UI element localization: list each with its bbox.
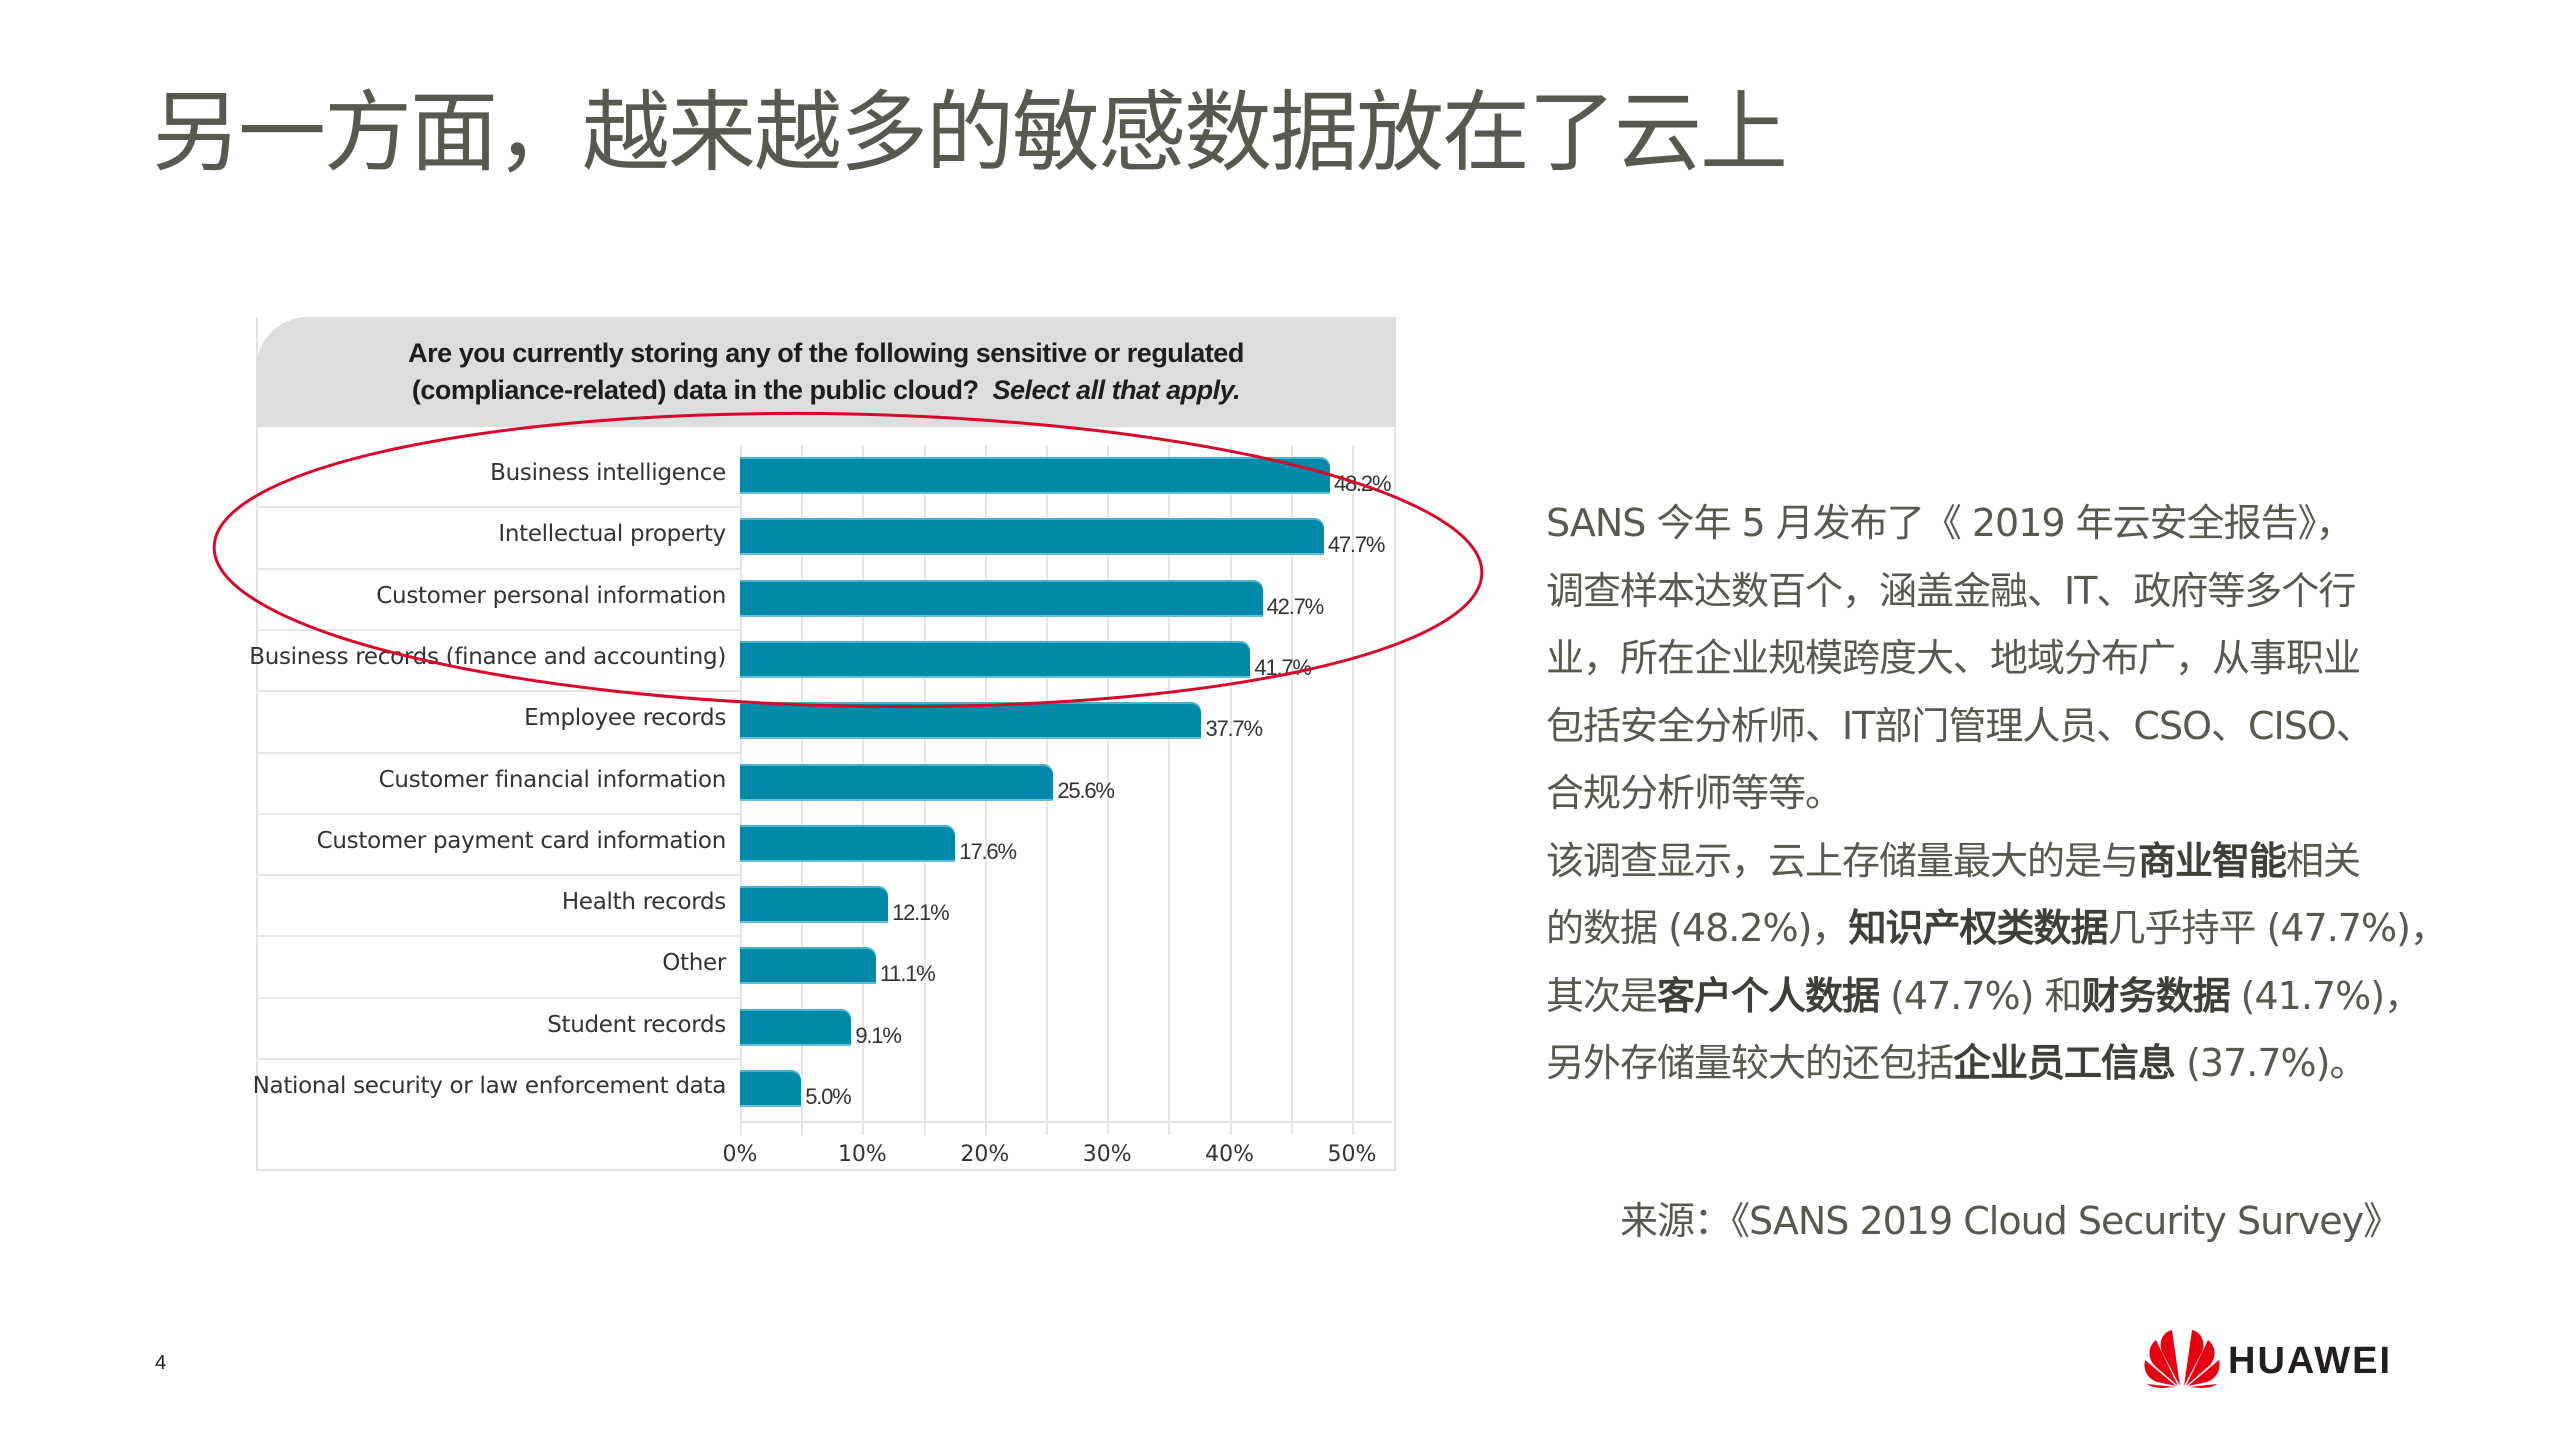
bar xyxy=(740,1008,852,1046)
row-separator xyxy=(258,628,740,631)
text-segment: (37.7%)。 xyxy=(2175,1041,2367,1085)
bar-value-label: 41.7% xyxy=(1254,654,1312,680)
text-segment: (41.7%)， xyxy=(2229,973,2422,1018)
description-line: 包括安全分析师、IT部门管理人员、CSO、CISO、 xyxy=(1546,693,2466,761)
row-separator xyxy=(258,935,740,938)
bar-label: Student records xyxy=(547,1011,726,1038)
highlighted-term: 企业员工信息 xyxy=(1953,1041,2176,1085)
chart-title-line-1: Are you currently storing any of the fol… xyxy=(408,338,1244,368)
bar xyxy=(740,886,889,924)
highlighted-term: 商业智能 xyxy=(2138,838,2287,883)
description-line: 调查样本达数百个，涵盖金融、IT、政府等多个行 xyxy=(1546,558,2466,626)
bar-value-label: 5.0% xyxy=(805,1084,852,1109)
description-text: SANS 今年 5 月发布了《 2019 年云安全报告》， 调查样本达数百个，涵盖… xyxy=(1546,490,2466,1098)
bar-label: Intellectual property xyxy=(498,521,726,548)
gridline xyxy=(1229,445,1232,1135)
source-citation: 来源：《SANS 2019 Cloud Security Survey》 xyxy=(1620,1199,2401,1243)
row-separator xyxy=(258,506,740,509)
row-separator xyxy=(258,567,740,570)
bar-value-label: 17.6% xyxy=(959,838,1017,864)
text-segment: (47.7%) 和 xyxy=(1879,973,2082,1018)
text-segment: 合规分析师等等。 xyxy=(1546,771,1843,815)
text-segment: 的数据 (48.2%)， xyxy=(1546,906,1849,950)
bar xyxy=(740,457,1330,494)
description-line: 业，所在企业规模跨度大、地域分布广，从事职业 xyxy=(1546,625,2466,693)
x-tick-label: 40% xyxy=(1205,1142,1255,1167)
bar xyxy=(740,763,1054,801)
chart-title-instruction: Select all that apply. xyxy=(992,375,1241,405)
gridline xyxy=(1352,445,1354,1135)
bar-label: Business intelligence xyxy=(490,460,726,486)
bar-label: Customer payment card information xyxy=(316,827,727,854)
row-separator xyxy=(258,874,740,877)
row-separator xyxy=(258,996,740,999)
bar xyxy=(740,947,876,985)
text-segment: 相关 xyxy=(2286,838,2361,883)
bar xyxy=(740,579,1263,617)
bar xyxy=(740,1070,802,1107)
row-separator xyxy=(258,812,740,815)
x-tick-label: 20% xyxy=(960,1142,1010,1167)
bar-label: Business records (finance and accounting… xyxy=(249,643,726,670)
x-tick-label: 30% xyxy=(1082,1142,1132,1167)
slide-title: 另一方面，越来越多的敏感数据放在了云上 xyxy=(152,81,1788,184)
x-tick-label: 0% xyxy=(722,1142,758,1167)
x-tick-label: 10% xyxy=(837,1142,887,1167)
gridline xyxy=(1168,445,1171,1135)
text-segment: 该调查显示，云上存储量最大的是与 xyxy=(1546,838,2139,883)
huawei-wordmark: HUAWEI xyxy=(2228,1340,2392,1382)
gridline xyxy=(1107,445,1110,1135)
bar-value-label: 37.7% xyxy=(1205,716,1263,742)
row-separator xyxy=(258,751,740,754)
description-line: 其次是客户个人数据 (47.7%) 和财务数据 (41.7%)， xyxy=(1546,963,2466,1031)
bar-value-label: 47.7% xyxy=(1327,532,1386,558)
highlighted-term: 财务数据 xyxy=(2081,973,2231,1018)
bar-label: Other xyxy=(662,950,726,977)
text-segment: 业，所在企业规模跨度大、地域分布广，从事职业 xyxy=(1546,636,2361,680)
bar xyxy=(740,518,1324,556)
bar-value-label: 48.2% xyxy=(1333,471,1392,496)
huawei-petal-icon xyxy=(2144,1330,2220,1388)
text-segment: 几乎持平 (47.7%)， xyxy=(2107,906,2447,950)
highlighted-term: 知识产权类数据 xyxy=(1848,906,2108,950)
text-segment: 包括安全分析师、IT部门管理人员、CSO、CISO、 xyxy=(1546,703,2374,748)
highlighted-term: 客户个人数据 xyxy=(1657,973,1880,1018)
huawei-logo: HUAWEI xyxy=(2143,1326,2423,1390)
description-line: SANS 今年 5 月发布了《 2019 年云安全报告》， xyxy=(1546,490,2466,558)
bar-label: Customer financial information xyxy=(378,766,727,793)
chart-title-line-2: (compliance-related) data in the public … xyxy=(411,372,1241,409)
description-line: 的数据 (48.2%)，知识产权类数据几乎持平 (47.7%)， xyxy=(1546,895,2466,963)
bar-value-label: 11.1% xyxy=(879,961,936,987)
bar-label: Customer personal information xyxy=(376,582,726,609)
description-line: 该调查显示，云上存储量最大的是与商业智能相关 xyxy=(1546,828,2466,896)
text-segment: 调查样本达数百个，涵盖金融、IT、政府等多个行 xyxy=(1546,568,2356,613)
bar-value-label: 9.1% xyxy=(855,1022,902,1048)
page-number: 4 xyxy=(155,1352,167,1374)
bar xyxy=(740,824,956,862)
text-segment: 另外存储量较大的还包括 xyxy=(1546,1041,1954,1085)
bar-value-label: 42.7% xyxy=(1266,593,1325,619)
chart-title-question: (compliance-related) data in the public … xyxy=(411,375,979,405)
survey-chart: Are you currently storing any of the fol… xyxy=(249,317,1396,1171)
bar xyxy=(740,640,1251,678)
bar-value-label: 25.6% xyxy=(1057,777,1115,803)
chart-header: Are you currently storing any of the fol… xyxy=(256,317,1396,427)
row-separator xyxy=(258,690,740,693)
text-segment: 其次是 xyxy=(1546,973,1658,1018)
bar xyxy=(740,702,1202,740)
x-tick-label: 50% xyxy=(1327,1142,1377,1167)
x-axis-line xyxy=(740,1121,1392,1123)
bar-label: Employee records xyxy=(524,705,726,732)
bar-value-label: 12.1% xyxy=(892,900,950,926)
description-line: 另外存储量较大的还包括企业员工信息 (37.7%)。 xyxy=(1546,1030,2466,1098)
text-segment: SANS 今年 5 月发布了《 2019 年云安全报告》， xyxy=(1546,501,2354,545)
description-line: 合规分析师等等。 xyxy=(1546,760,2466,828)
bar-label: National security or law enforcement dat… xyxy=(252,1073,727,1099)
bar-label: Health records xyxy=(561,889,726,916)
row-separator xyxy=(258,1058,740,1060)
gridline xyxy=(1290,445,1293,1135)
